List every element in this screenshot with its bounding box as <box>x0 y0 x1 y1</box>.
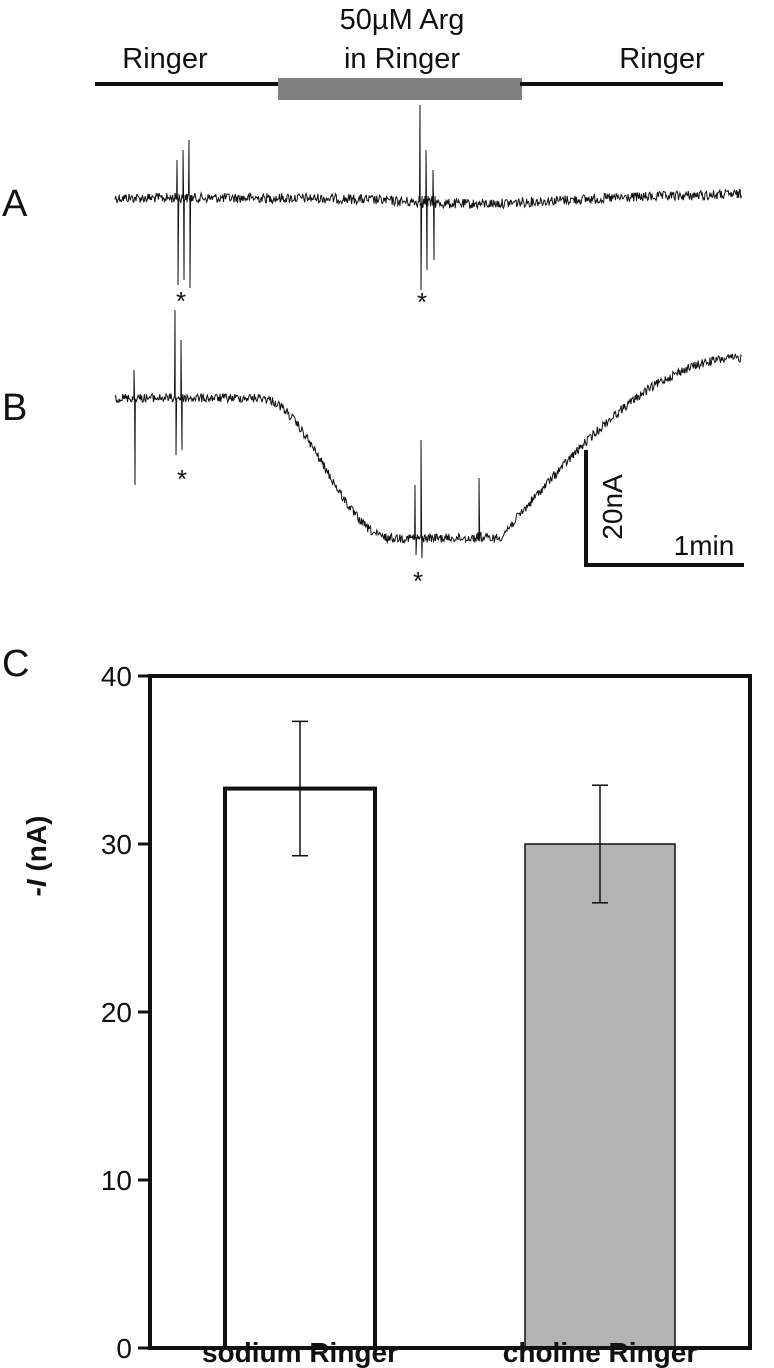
spike-marker-b2: * <box>413 566 423 596</box>
scale-bar-time-label: 1min <box>674 530 735 561</box>
panel-c-label: C <box>2 643 29 685</box>
arg-bar <box>278 78 522 100</box>
spike-marker-b1: * <box>177 464 187 494</box>
ringer-label-left: Ringer <box>122 43 208 75</box>
y-tick-label: 40 <box>101 661 132 692</box>
spike-marker-a1: * <box>176 286 186 316</box>
spike-marker-a2: * <box>417 287 427 317</box>
scale-bar-current-label: 20nA <box>597 474 628 540</box>
y-axis-label-italic: -I <box>21 878 52 896</box>
bars <box>223 720 676 1350</box>
x-category-label: sodium Ringer <box>202 1337 398 1368</box>
panel-a: A * * <box>2 104 742 317</box>
x-axis-labels: sodium Ringer choline Ringer <box>202 1337 697 1368</box>
y-tick-label: 20 <box>101 997 132 1028</box>
bar-sodium-ringer <box>223 786 377 1350</box>
y-tick-label: 30 <box>101 829 132 860</box>
bar-choline-ringer <box>524 843 676 1349</box>
panel-c-chart: C -I (nA) 0 10 20 30 40 sodium Ringer choline… <box>2 643 752 1368</box>
ringer-label-right: Ringer <box>619 43 705 75</box>
y-axis-label-unit: (nA) <box>21 816 52 880</box>
y-axis-ticks: 0 10 20 30 40 <box>101 661 150 1364</box>
panel-a-label: A <box>2 183 28 225</box>
y-axis-label: -I (nA) <box>21 816 52 897</box>
x-category-label: choline Ringer <box>503 1337 698 1368</box>
arg-label-line1: 50µM Arg <box>340 4 465 36</box>
plot-frame <box>148 674 752 1350</box>
panel-b-label: B <box>2 387 27 429</box>
panel-b: B * * <box>2 309 742 596</box>
y-tick-label: 0 <box>116 1333 132 1364</box>
scale-bar: 20nA 1min <box>584 450 744 567</box>
y-tick-label: 10 <box>101 1165 132 1196</box>
trace-b <box>114 309 742 559</box>
protocol-bar: Ringer 50µM Arg in Ringer Ringer <box>95 4 723 100</box>
trace-a <box>114 104 742 291</box>
arg-label-line2: in Ringer <box>344 43 460 75</box>
